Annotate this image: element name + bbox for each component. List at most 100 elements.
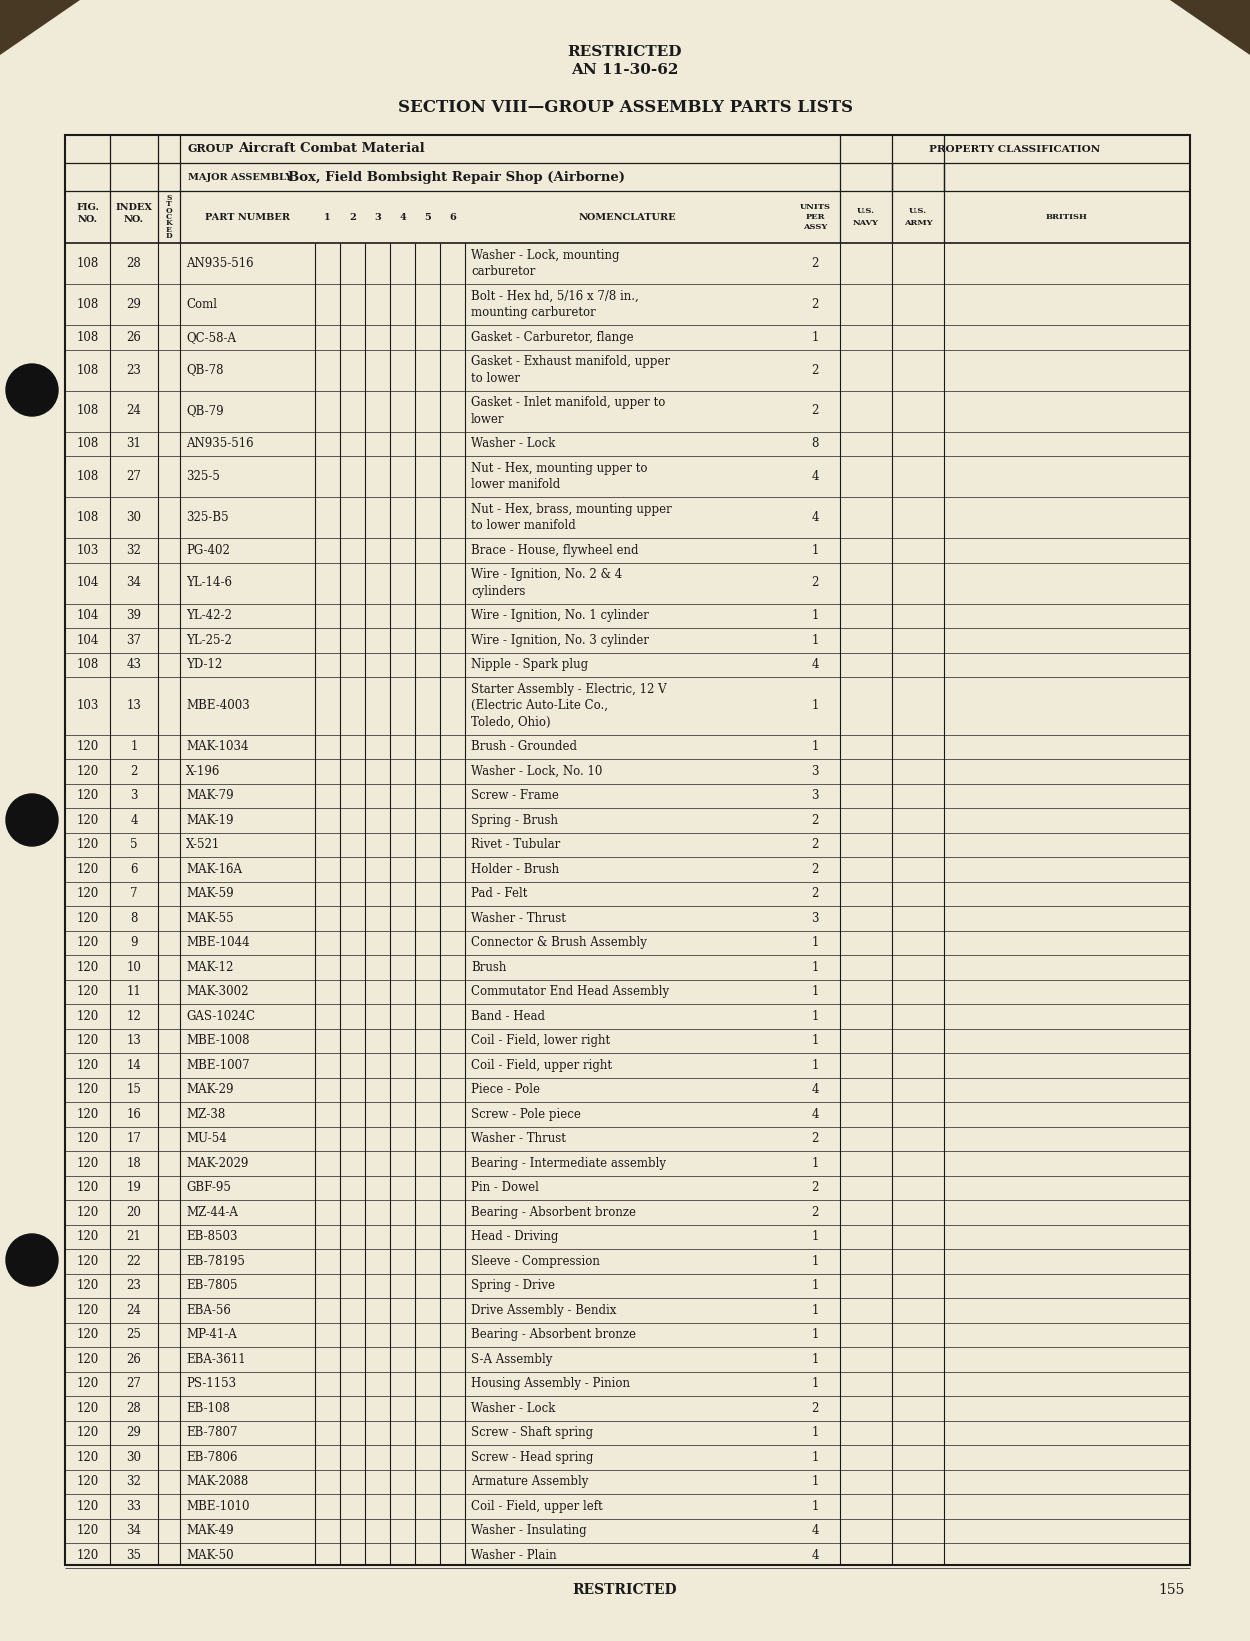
Text: X-521: X-521 <box>186 839 220 852</box>
Text: MAK-79: MAK-79 <box>186 789 234 802</box>
Text: 2: 2 <box>811 888 819 901</box>
Text: 1: 1 <box>811 937 819 948</box>
Text: QB-79: QB-79 <box>186 404 224 417</box>
Text: 3: 3 <box>130 789 138 802</box>
Text: Toledo, Ohio): Toledo, Ohio) <box>471 715 550 729</box>
Text: Nut - Hex, mounting upper to: Nut - Hex, mounting upper to <box>471 461 648 474</box>
Text: 1: 1 <box>811 1303 819 1316</box>
Text: Box, Field Bombsight Repair Shop (Airborne): Box, Field Bombsight Repair Shop (Airbor… <box>288 171 625 184</box>
Text: 120: 120 <box>76 1108 99 1121</box>
Text: 2: 2 <box>811 364 819 376</box>
Text: QC-58-A: QC-58-A <box>186 331 236 343</box>
Text: 120: 120 <box>76 1549 99 1562</box>
Text: EB-7806: EB-7806 <box>186 1451 238 1464</box>
Text: SECTION VIII—GROUP ASSEMBLY PARTS LISTS: SECTION VIII—GROUP ASSEMBLY PARTS LISTS <box>398 100 852 117</box>
Text: X-196: X-196 <box>186 765 220 778</box>
Text: MBE-1007: MBE-1007 <box>186 1058 250 1072</box>
Text: 2: 2 <box>811 839 819 852</box>
Text: Aircraft Combat Material: Aircraft Combat Material <box>238 143 425 156</box>
Text: MZ-38: MZ-38 <box>186 1108 225 1121</box>
Text: 4: 4 <box>811 1108 819 1121</box>
Text: Pad - Felt: Pad - Felt <box>471 888 528 901</box>
Text: 2: 2 <box>811 1401 819 1415</box>
Text: MU-54: MU-54 <box>186 1132 226 1145</box>
Text: 2: 2 <box>811 1206 819 1219</box>
Text: 1: 1 <box>811 1475 819 1488</box>
Text: 1: 1 <box>811 699 819 712</box>
Text: Drive Assembly - Bendix: Drive Assembly - Bendix <box>471 1303 616 1316</box>
Text: D: D <box>165 231 172 240</box>
Text: 19: 19 <box>126 1182 141 1195</box>
Text: 32: 32 <box>126 543 141 556</box>
Text: Band - Head: Band - Head <box>471 1009 545 1022</box>
Text: Piece - Pole: Piece - Pole <box>471 1083 540 1096</box>
Text: 2: 2 <box>811 1182 819 1195</box>
Text: 120: 120 <box>76 912 99 926</box>
Text: PER: PER <box>805 213 825 222</box>
Text: 17: 17 <box>126 1132 141 1145</box>
Text: 120: 120 <box>76 1401 99 1415</box>
Text: Armature Assembly: Armature Assembly <box>471 1475 589 1488</box>
Text: C: C <box>166 213 172 222</box>
Text: EBA-3611: EBA-3611 <box>186 1352 245 1365</box>
Text: 120: 120 <box>76 985 99 998</box>
Text: Screw - Head spring: Screw - Head spring <box>471 1451 594 1464</box>
Text: 120: 120 <box>76 740 99 753</box>
Text: 23: 23 <box>126 364 141 376</box>
Text: 3: 3 <box>811 912 819 926</box>
Text: 28: 28 <box>126 1401 141 1415</box>
Text: Washer - Lock: Washer - Lock <box>471 1401 555 1415</box>
Text: 120: 120 <box>76 1352 99 1365</box>
Text: mounting carburetor: mounting carburetor <box>471 307 596 320</box>
Text: Brace - House, flywheel end: Brace - House, flywheel end <box>471 543 639 556</box>
Text: 108: 108 <box>76 510 99 523</box>
Text: Screw - Pole piece: Screw - Pole piece <box>471 1108 581 1121</box>
Text: 104: 104 <box>76 633 99 647</box>
Text: 120: 120 <box>76 839 99 852</box>
Text: 103: 103 <box>76 543 99 556</box>
Text: 33: 33 <box>126 1500 141 1513</box>
Text: GBF-95: GBF-95 <box>186 1182 231 1195</box>
Text: 22: 22 <box>126 1255 141 1268</box>
Text: 120: 120 <box>76 1132 99 1145</box>
Text: MAK-49: MAK-49 <box>186 1524 234 1538</box>
Text: Washer - Thrust: Washer - Thrust <box>471 1132 566 1145</box>
Text: Washer - Lock: Washer - Lock <box>471 437 555 450</box>
Text: 39: 39 <box>126 609 141 622</box>
Text: MAK-2088: MAK-2088 <box>186 1475 249 1488</box>
Text: Gasket - Carburetor, flange: Gasket - Carburetor, flange <box>471 331 634 343</box>
Text: 120: 120 <box>76 1009 99 1022</box>
Text: 26: 26 <box>126 1352 141 1365</box>
Text: Bearing - Absorbent bronze: Bearing - Absorbent bronze <box>471 1328 636 1341</box>
Text: EB-78195: EB-78195 <box>186 1255 245 1268</box>
Text: EBA-56: EBA-56 <box>186 1303 231 1316</box>
Text: PART NUMBER: PART NUMBER <box>205 212 290 222</box>
Text: 4: 4 <box>811 1083 819 1096</box>
Text: 120: 120 <box>76 1058 99 1072</box>
Text: Rivet - Tubular: Rivet - Tubular <box>471 839 560 852</box>
Text: Washer - Lock, mounting: Washer - Lock, mounting <box>471 249 620 263</box>
Text: 11: 11 <box>126 985 141 998</box>
Text: 1: 1 <box>811 1451 819 1464</box>
Text: MAJOR ASSEMBLY: MAJOR ASSEMBLY <box>188 172 292 182</box>
Text: Brush: Brush <box>471 960 506 973</box>
Text: 1: 1 <box>811 985 819 998</box>
Text: 4: 4 <box>399 212 406 222</box>
Text: 120: 120 <box>76 1206 99 1219</box>
Text: GROUP: GROUP <box>188 143 234 154</box>
Text: Pin - Dowel: Pin - Dowel <box>471 1182 539 1195</box>
Text: Screw - Shaft spring: Screw - Shaft spring <box>471 1426 594 1439</box>
Text: 120: 120 <box>76 1451 99 1464</box>
Text: carburetor: carburetor <box>471 266 535 279</box>
Text: 2: 2 <box>130 765 138 778</box>
Text: 2: 2 <box>811 258 819 271</box>
Text: 155: 155 <box>1159 1584 1185 1597</box>
Text: 34: 34 <box>126 576 141 589</box>
Text: GAS-1024C: GAS-1024C <box>186 1009 255 1022</box>
Text: 24: 24 <box>126 404 141 417</box>
Text: MAK-19: MAK-19 <box>186 814 234 827</box>
Text: 1: 1 <box>811 1352 819 1365</box>
Text: 104: 104 <box>76 576 99 589</box>
Text: EB-7805: EB-7805 <box>186 1280 238 1291</box>
Text: 108: 108 <box>76 469 99 482</box>
